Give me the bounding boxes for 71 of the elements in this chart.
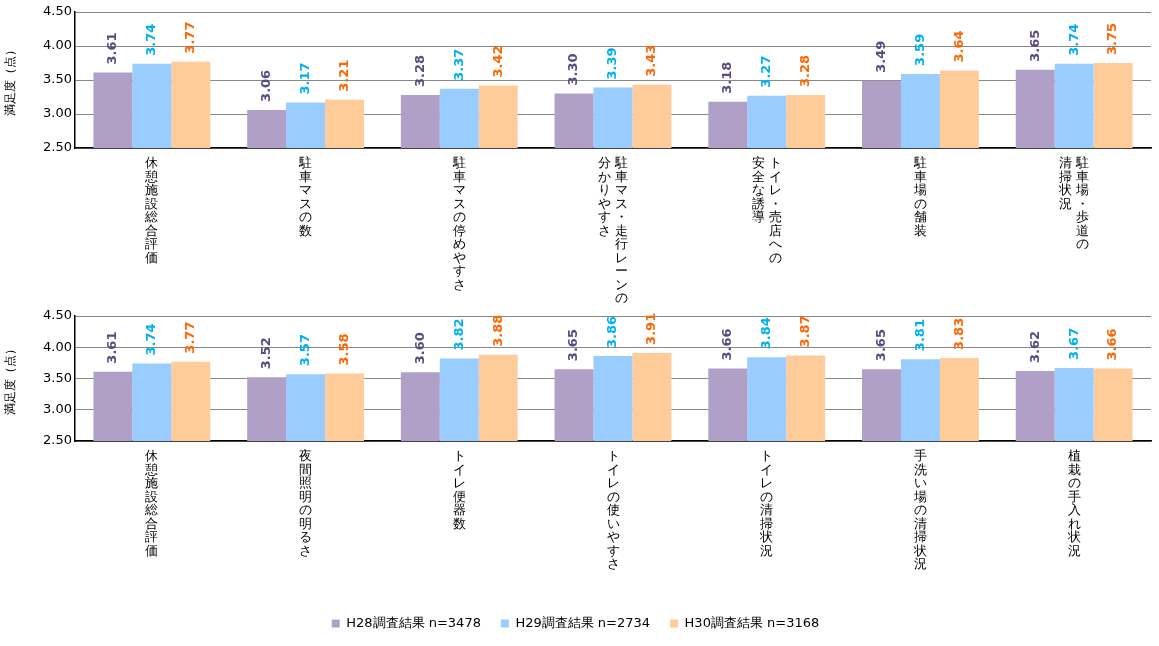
data-label: 3.27: [758, 55, 774, 88]
data-label: 3.75: [1104, 22, 1120, 55]
data-label: 3.52: [258, 337, 274, 370]
data-label: 3.82: [450, 318, 466, 351]
data-label: 3.81: [911, 319, 927, 352]
data-label: 3.39: [604, 47, 620, 80]
data-label: 3.74: [143, 23, 159, 56]
category-label: 駐車場・歩道の清掃状況: [1059, 155, 1090, 251]
data-label: 3.77: [182, 321, 198, 354]
x-tick-label: トイレの清掃状況: [760, 448, 774, 560]
y-tick-label: 3.50: [43, 369, 72, 385]
legend-label: H30調査結果 n=3168: [684, 614, 820, 630]
data-label: 3.18: [719, 61, 735, 94]
data-label: 3.88: [489, 314, 505, 347]
data-label: 3.87: [797, 315, 813, 348]
y-tick-label: 4.00: [43, 37, 72, 53]
y-tick-label: 3.50: [43, 71, 72, 87]
y-tick-label: 4.00: [43, 338, 72, 354]
category-label: トイレの使いやすさ: [606, 448, 620, 571]
data-label: 3.64: [950, 30, 966, 63]
data-label: 3.30: [565, 53, 581, 86]
legend-label: H29調査結果 n=2734: [515, 614, 651, 630]
data-label: 3.59: [911, 33, 927, 66]
x-tick-label: 夜間照明の明るさ: [299, 448, 313, 560]
data-label: 3.57: [296, 334, 312, 367]
x-tick-label: 休憩施設総合評価: [145, 448, 159, 560]
data-label: 3.49: [872, 40, 888, 73]
data-label: 3.61: [104, 32, 120, 65]
x-tick-label: 植栽の手入れ状況: [1067, 448, 1081, 560]
data-label: 3.17: [296, 62, 312, 95]
data-label: 3.91: [643, 312, 659, 345]
y-axis-title: 満足度（点）: [3, 44, 18, 116]
y-tick-label: 2.50: [43, 139, 72, 155]
data-label: 3.66: [719, 328, 735, 361]
data-label: 3.74: [143, 323, 159, 356]
data-label: 3.65: [565, 329, 581, 362]
data-label: 3.83: [950, 317, 966, 350]
x-tick-label: 駐車場の舗装: [913, 155, 927, 240]
data-label: 3.61: [104, 331, 120, 364]
data-label: 3.66: [1104, 328, 1120, 361]
y-tick-label: 4.50: [43, 307, 72, 323]
x-tick-label: トイレ便器数: [452, 448, 466, 533]
data-label: 3.28: [797, 54, 813, 87]
data-label: 3.60: [411, 332, 427, 365]
category-label: 手洗い場の清掃状況: [913, 448, 927, 571]
data-label: 3.43: [643, 44, 659, 77]
data-label: 3.21: [335, 59, 351, 92]
data-label: 3.65: [1026, 29, 1042, 62]
data-label: 3.67: [1065, 327, 1081, 360]
data-label: 3.74: [1065, 23, 1081, 56]
x-tick-label: 駐車マスの数: [299, 155, 313, 240]
x-tick-label: 休憩施設総合評価: [145, 155, 159, 267]
category-label: トイレ・売店への安全な誘導: [751, 155, 782, 265]
y-tick-label: 2.50: [43, 432, 72, 448]
data-label: 3.42: [489, 45, 505, 78]
category-label: 駐車マスの停めやすさ: [452, 155, 466, 292]
data-label: 3.62: [1026, 330, 1042, 363]
data-label: 3.65: [872, 329, 888, 362]
legend-label: H28調査結果 n=3478: [346, 614, 481, 630]
data-label: 3.58: [335, 333, 351, 366]
data-label: 3.77: [182, 21, 198, 54]
y-tick-label: 4.50: [43, 3, 72, 19]
data-label: 3.28: [411, 54, 427, 87]
y-tick-label: 3.00: [43, 105, 72, 121]
data-label: 3.06: [258, 69, 274, 102]
data-label: 3.86: [604, 315, 620, 348]
data-label: 3.37: [450, 48, 466, 81]
data-label: 3.84: [758, 317, 774, 350]
y-tick-label: 3.00: [43, 401, 72, 417]
y-axis-title: 満足度（点）: [3, 342, 18, 415]
category-label: 駐車マス・走行レーンの分かりやすさ: [598, 155, 628, 305]
